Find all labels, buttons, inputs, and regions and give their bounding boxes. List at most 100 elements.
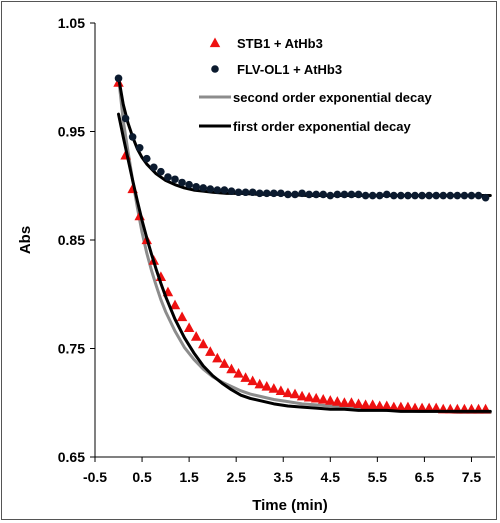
circle-point <box>142 154 151 163</box>
circle-point <box>446 191 455 200</box>
triangle-point <box>247 375 258 386</box>
circle-point <box>234 188 243 197</box>
circle-point <box>474 191 483 200</box>
circle-point <box>171 175 179 184</box>
triangle-point <box>325 395 336 405</box>
triangle-point <box>332 396 343 406</box>
circle-point <box>277 189 285 198</box>
circle-point <box>481 193 490 202</box>
triangle-point <box>367 399 378 410</box>
y-tick-label: 1.05 <box>58 15 85 31</box>
circle-point <box>178 178 186 187</box>
circle-point <box>382 190 391 199</box>
triangle-point <box>360 399 371 410</box>
circle-point <box>128 133 137 141</box>
triangle-point <box>254 378 265 389</box>
circle-point <box>333 190 342 199</box>
circle-point <box>340 190 349 199</box>
triangle-point <box>423 402 435 413</box>
triangle-point <box>275 385 287 395</box>
triangle-point <box>219 358 230 368</box>
circle-point <box>397 191 405 200</box>
triangle-point <box>240 372 251 382</box>
legend: STB1 + AtHb3 FLV-OL1 + AtHb3 second order … <box>199 36 432 134</box>
circle-point <box>354 190 363 199</box>
triangle-point <box>205 346 216 356</box>
circle-point <box>150 163 158 172</box>
circle-point <box>404 191 412 200</box>
y-tick-label: 0.65 <box>58 449 85 465</box>
circle-point <box>220 186 229 194</box>
circle-point <box>368 191 377 200</box>
x-tick-label: 7.5 <box>462 469 482 485</box>
triangle-point <box>353 398 364 408</box>
legend-triangle-marker <box>209 37 221 48</box>
circle-point <box>305 190 313 199</box>
triangle-point <box>339 397 350 407</box>
circle-point <box>361 191 370 200</box>
circle-point <box>185 180 193 189</box>
circle-point <box>291 190 299 199</box>
triangle-point <box>395 401 407 412</box>
triangle-point <box>198 338 209 349</box>
circle-point <box>157 167 165 176</box>
plot-area <box>113 74 492 415</box>
legend-circle-marker <box>211 65 219 73</box>
series-line-3 <box>117 112 492 413</box>
triangle-point <box>282 387 294 398</box>
circle-point <box>270 189 278 198</box>
triangle-point <box>346 397 357 407</box>
circle-point <box>114 74 123 83</box>
legend-label: second order exponential decay <box>233 90 432 105</box>
x-tick-label: 0.5 <box>132 469 152 485</box>
circle-point <box>453 191 462 200</box>
circle-point <box>326 191 335 200</box>
triangle-point <box>212 352 223 363</box>
circle-point <box>375 191 384 200</box>
legend-label: first order exponential decay <box>233 119 411 134</box>
circle-point <box>411 191 419 200</box>
circle-point <box>248 188 257 197</box>
circle-point <box>227 187 236 195</box>
x-tick-label: 5.5 <box>368 469 388 485</box>
x-tick-label: 1.5 <box>179 469 199 485</box>
circle-point <box>284 190 292 199</box>
legend-label: FLV-OL1 + AtHb3 <box>237 62 342 77</box>
circle-point <box>206 185 215 193</box>
circle-point <box>418 191 426 200</box>
triangle-point <box>381 400 392 411</box>
circle-point <box>121 114 130 123</box>
circle-point <box>298 189 306 198</box>
axes: 0.65 0.75 0.85 0.95 1.05 -0.5 0.5 1.5 2.5 3.5 4.5 5… <box>58 15 495 485</box>
circle-point <box>312 190 320 199</box>
triangle-point <box>261 380 272 391</box>
triangle-point <box>176 311 188 322</box>
triangle-point <box>374 400 385 411</box>
circle-point <box>347 190 356 199</box>
circle-point <box>390 191 398 200</box>
circle-point <box>255 189 264 198</box>
y-tick-label: 0.75 <box>58 341 85 357</box>
circle-point <box>262 189 271 198</box>
triangle-point <box>289 388 301 399</box>
legend-label: STB1 + AtHb3 <box>237 36 323 51</box>
circle-point <box>213 186 222 194</box>
circle-point <box>425 191 433 200</box>
triangle-point <box>318 393 329 404</box>
circle-point <box>467 191 476 200</box>
triangle-point <box>409 402 421 413</box>
triangle-point <box>169 299 181 310</box>
circle-point <box>241 188 250 197</box>
x-axis-title: Time (min) <box>252 497 328 514</box>
triangle-point <box>190 331 202 341</box>
triangle-point <box>402 401 414 412</box>
x-tick-label: -0.5 <box>83 469 107 485</box>
x-tick-label: 2.5 <box>226 469 246 485</box>
triangle-point <box>268 383 280 393</box>
circle-point <box>432 191 440 200</box>
y-tick-label: 0.85 <box>58 232 85 248</box>
circle-point <box>164 173 172 181</box>
circle-point <box>192 183 200 191</box>
